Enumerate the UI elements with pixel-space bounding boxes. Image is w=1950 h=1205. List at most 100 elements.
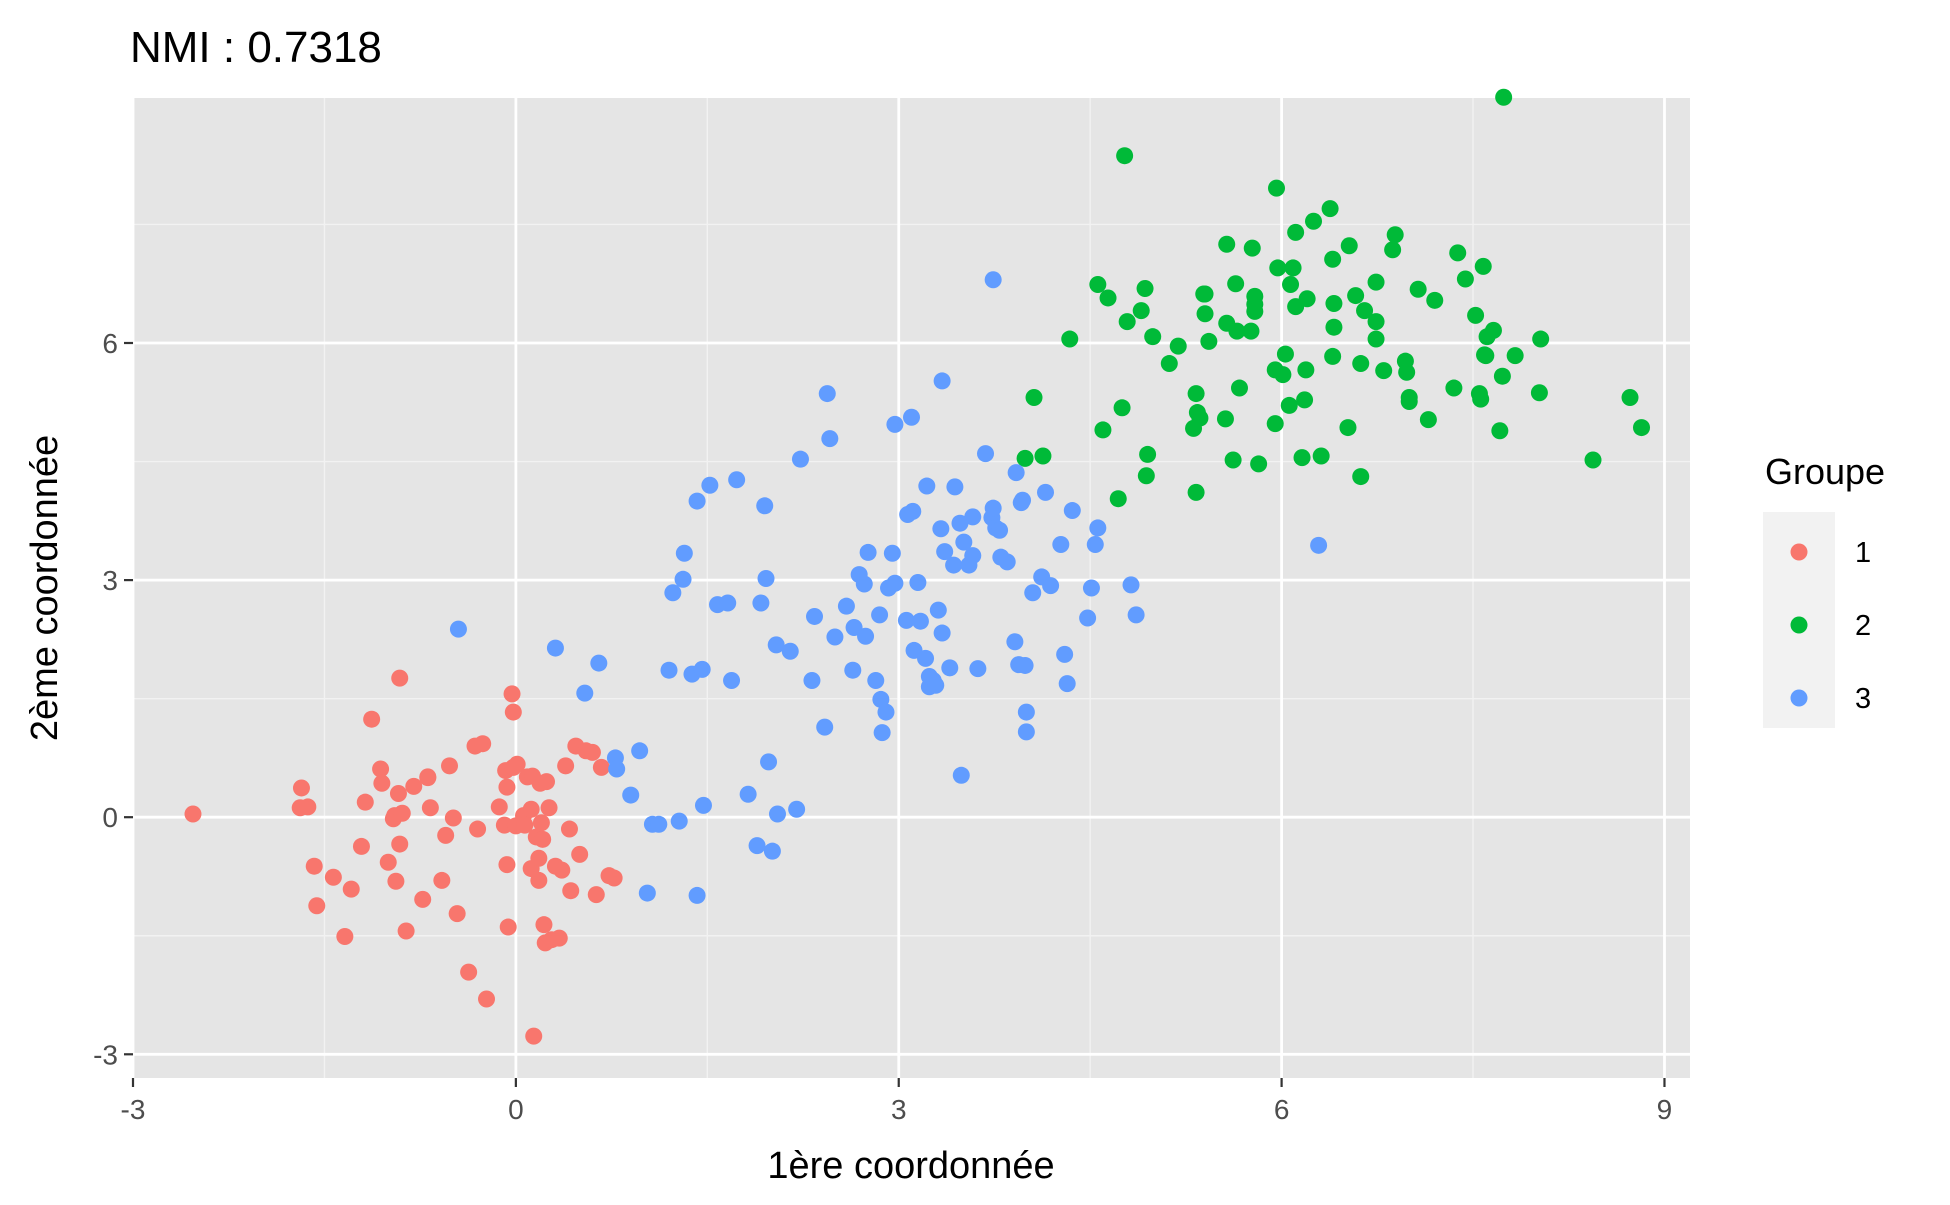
data-point bbox=[904, 502, 922, 520]
data-point bbox=[1006, 633, 1024, 651]
data-point bbox=[503, 685, 521, 703]
data-point bbox=[871, 606, 889, 624]
data-point bbox=[305, 857, 323, 875]
data-point bbox=[421, 799, 439, 817]
data-point bbox=[752, 594, 770, 612]
data-point bbox=[499, 918, 517, 936]
data-point bbox=[1280, 396, 1298, 414]
data-point bbox=[1016, 656, 1034, 674]
legend-key-1 bbox=[1790, 543, 1808, 561]
data-point bbox=[419, 768, 437, 786]
data-point bbox=[946, 478, 964, 496]
data-point bbox=[1276, 345, 1294, 363]
data-point bbox=[1196, 305, 1214, 323]
data-point bbox=[1325, 294, 1343, 312]
chart-title: NMI : 0.7318 bbox=[130, 23, 382, 72]
data-point bbox=[393, 804, 411, 822]
y-tick-label: 3 bbox=[102, 565, 118, 596]
data-point bbox=[763, 842, 781, 860]
data-point bbox=[437, 826, 455, 844]
data-point bbox=[1467, 306, 1485, 324]
data-point bbox=[964, 508, 982, 526]
data-point bbox=[933, 372, 951, 390]
data-point bbox=[1246, 302, 1264, 320]
data-point bbox=[1228, 322, 1246, 340]
data-point bbox=[622, 786, 640, 804]
data-point bbox=[530, 849, 548, 867]
data-point bbox=[1367, 313, 1385, 331]
y-axis-title: 2ème coordonnée bbox=[24, 435, 66, 741]
data-point bbox=[911, 612, 929, 630]
data-point bbox=[608, 760, 626, 778]
y-tick-label: -3 bbox=[93, 1039, 118, 1070]
data-point bbox=[927, 676, 945, 694]
data-point bbox=[391, 669, 409, 687]
data-point bbox=[1063, 502, 1081, 520]
y-axis-ticks: -3 0 3 6 bbox=[93, 328, 133, 1070]
data-point bbox=[1139, 445, 1157, 463]
data-point bbox=[964, 547, 982, 565]
data-point bbox=[984, 499, 1002, 517]
data-point bbox=[352, 837, 370, 855]
x-tick-label: -3 bbox=[121, 1094, 146, 1125]
data-point bbox=[886, 415, 904, 433]
data-point bbox=[818, 385, 836, 403]
data-point bbox=[1017, 703, 1035, 721]
data-point bbox=[903, 408, 920, 426]
data-point bbox=[1298, 290, 1316, 308]
data-point bbox=[1296, 391, 1314, 409]
data-point bbox=[873, 724, 891, 742]
data-point bbox=[363, 710, 381, 728]
data-point bbox=[522, 800, 540, 818]
data-point bbox=[373, 774, 391, 792]
data-point bbox=[1324, 347, 1342, 365]
data-point bbox=[1409, 280, 1427, 298]
data-point bbox=[557, 757, 575, 775]
legend-items: 1 2 3 bbox=[1790, 537, 1871, 715]
data-point bbox=[675, 544, 693, 562]
legend-title: Groupe bbox=[1765, 451, 1885, 492]
data-point bbox=[1079, 609, 1097, 627]
data-point bbox=[308, 897, 326, 915]
data-point bbox=[1419, 411, 1437, 429]
data-point bbox=[660, 661, 678, 679]
data-point bbox=[897, 611, 915, 629]
data-point bbox=[1324, 250, 1342, 268]
data-point bbox=[1356, 302, 1374, 320]
data-point bbox=[1144, 328, 1162, 346]
data-point bbox=[857, 627, 875, 645]
x-tick-label: 3 bbox=[891, 1094, 907, 1125]
data-point bbox=[638, 884, 656, 902]
data-point bbox=[1082, 579, 1100, 597]
data-point bbox=[389, 784, 407, 802]
data-point bbox=[525, 1027, 543, 1045]
data-point bbox=[504, 703, 522, 721]
series-2 bbox=[1016, 88, 1651, 508]
data-point bbox=[674, 570, 692, 588]
data-point bbox=[387, 872, 405, 890]
data-point bbox=[1426, 291, 1444, 309]
data-point bbox=[414, 890, 432, 908]
data-point bbox=[1284, 259, 1302, 277]
data-point bbox=[1584, 451, 1602, 469]
data-point bbox=[826, 628, 844, 646]
data-point bbox=[767, 636, 785, 654]
data-point bbox=[1266, 415, 1284, 433]
data-point bbox=[1400, 392, 1418, 410]
data-point bbox=[1347, 287, 1365, 305]
data-point bbox=[739, 785, 757, 803]
data-point bbox=[1367, 330, 1385, 348]
data-point bbox=[1445, 379, 1463, 397]
data-point bbox=[498, 856, 516, 874]
data-point bbox=[1274, 366, 1292, 384]
data-point bbox=[1246, 287, 1264, 305]
data-point bbox=[397, 922, 415, 940]
data-point bbox=[1016, 449, 1034, 467]
data-point bbox=[670, 812, 688, 830]
data-point bbox=[688, 886, 706, 904]
data-point bbox=[728, 471, 746, 489]
data-point bbox=[748, 837, 766, 855]
y-tick-label: 0 bbox=[102, 802, 118, 833]
data-point bbox=[1014, 491, 1032, 509]
data-point bbox=[1352, 468, 1370, 486]
